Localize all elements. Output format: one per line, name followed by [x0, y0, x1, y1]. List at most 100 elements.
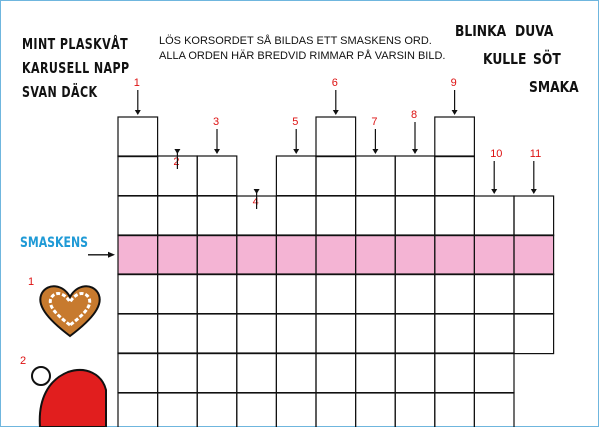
grid-cell[interactable]: [236, 313, 278, 355]
grid-cell[interactable]: [117, 155, 159, 197]
grid-cell[interactable]: [473, 273, 515, 315]
grid-cell[interactable]: [117, 313, 159, 355]
clue-number: 10: [490, 148, 502, 160]
grid-cell[interactable]: [236, 392, 278, 427]
grid-cell[interactable]: [275, 273, 317, 315]
grid-cell[interactable]: [394, 273, 436, 315]
clue-number: 1: [134, 77, 140, 89]
grid-cell[interactable]: [157, 195, 198, 237]
grid-cell[interactable]: [157, 273, 198, 315]
grid-cell[interactable]: [355, 195, 396, 237]
grid-cell[interactable]: [355, 392, 396, 427]
grid-cell[interactable]: [434, 392, 475, 427]
clue-number: 5: [292, 116, 298, 128]
grid-cell[interactable]: [315, 352, 357, 394]
grid-cell[interactable]: [355, 313, 396, 355]
word-bank-left: MINT PLASKVÅT KARUSELL NAPP SVAN DÄCK: [22, 32, 130, 104]
grid-cell[interactable]: [157, 392, 198, 427]
grid-cell[interactable]: [513, 273, 555, 315]
grid-cell[interactable]: [236, 273, 278, 315]
instruction-line-1: LÖS KORSORDET SÅ BILDAS ETT SMASKENS ORD…: [159, 35, 432, 47]
grid-cell[interactable]: [275, 352, 317, 394]
grid-cell[interactable]: [315, 273, 357, 315]
grid-cell[interactable]: [434, 273, 475, 315]
grid-cell[interactable]: [513, 234, 555, 276]
grid-cell[interactable]: [394, 313, 436, 355]
grid-cell[interactable]: [196, 392, 238, 427]
grid-cell[interactable]: [157, 352, 198, 394]
arrow-head-icon: [491, 189, 498, 194]
word-bank-line: MINT PLASKVÅT: [22, 35, 129, 53]
clue-number: 6: [332, 77, 338, 89]
grid-cell[interactable]: [355, 273, 396, 315]
arrow-head-icon: [412, 149, 418, 154]
grid-cell[interactable]: [473, 313, 515, 355]
gingerbread-heart-icon: [39, 285, 101, 338]
grid-cell[interactable]: [157, 313, 198, 355]
word-bank-word: DUVA: [515, 22, 554, 40]
clue-number: 4: [253, 196, 259, 208]
arrow-head-icon: [174, 149, 181, 154]
arrow-head-icon: [293, 149, 300, 154]
grid-cell[interactable]: [117, 116, 159, 158]
arrow-head-icon: [214, 149, 220, 154]
grid-cell[interactable]: [394, 392, 436, 427]
instruction-line-2: ALLA ORDEN HÄR BREDVID RIMMAR PÅ VARSIN …: [159, 50, 446, 62]
grid-cell[interactable]: [434, 116, 475, 158]
grid-cell[interactable]: [117, 392, 159, 427]
grid-cell[interactable]: [394, 352, 436, 394]
instructions: LÖS KORSORDET SÅ BILDAS ETT SMASKENS ORD…: [159, 34, 445, 64]
arrow-head-icon: [134, 110, 141, 115]
grid-cell[interactable]: [275, 313, 317, 355]
grid-cell[interactable]: [473, 392, 515, 427]
grid-cell[interactable]: [117, 195, 159, 237]
grid-cell[interactable]: [275, 155, 317, 197]
word-bank-line: SVAN DÄCK: [22, 83, 98, 101]
clue-number: 11: [530, 148, 541, 160]
grid-cell[interactable]: [434, 155, 475, 197]
word-bank-right: BLINKA DUVA KULLE SÖT SMAKA: [455, 22, 599, 112]
clue-number: 9: [451, 77, 457, 89]
clue-number: 8: [411, 109, 417, 121]
picture-number: 1: [28, 276, 35, 288]
grid-cell[interactable]: [275, 392, 317, 427]
grid-cell[interactable]: [196, 313, 238, 355]
clue-number: 3: [213, 116, 219, 128]
clue-number: 7: [371, 116, 377, 128]
grid-cell[interactable]: [196, 155, 238, 197]
grid-cell[interactable]: [394, 195, 436, 237]
arrow-head-icon: [108, 251, 115, 258]
grid-cell[interactable]: [315, 116, 357, 158]
word-bank-word: SMAKA: [529, 78, 579, 96]
grid-cell[interactable]: [434, 195, 475, 237]
santa-hat-icon: [31, 366, 107, 427]
grid-cell[interactable]: [513, 195, 555, 237]
grid-cell[interactable]: [315, 392, 357, 427]
grid-cell[interactable]: [275, 195, 317, 237]
grid-cell[interactable]: [196, 195, 238, 237]
grid-cell[interactable]: [315, 155, 357, 197]
grid-cell[interactable]: [196, 273, 238, 315]
solution-label: SMASKENS: [20, 235, 88, 251]
solution-row: [118, 235, 554, 275]
arrow-head-icon: [332, 110, 339, 115]
grid-cell[interactable]: [315, 195, 357, 237]
word-bank-word: KULLE: [483, 50, 527, 68]
grid-cell[interactable]: [473, 352, 515, 394]
grid-cell[interactable]: [117, 273, 159, 315]
grid-cell[interactable]: [355, 352, 396, 394]
grid-cell[interactable]: [315, 313, 357, 355]
arrow-head-icon: [372, 149, 379, 154]
grid-cell[interactable]: [394, 155, 436, 197]
grid-cell[interactable]: [236, 352, 278, 394]
grid-cell[interactable]: [473, 195, 515, 237]
word-bank-line: KARUSELL NAPP: [22, 59, 130, 77]
grid-cell[interactable]: [355, 155, 396, 197]
grid-cell[interactable]: [196, 352, 238, 394]
grid-cell[interactable]: [434, 313, 475, 355]
arrow-head-icon: [253, 189, 260, 194]
grid-cell[interactable]: [513, 313, 555, 355]
grid-cell[interactable]: [117, 352, 159, 394]
grid-cell[interactable]: [434, 352, 475, 394]
